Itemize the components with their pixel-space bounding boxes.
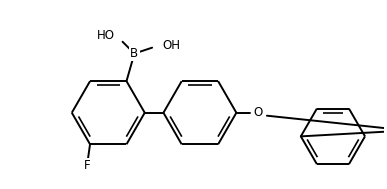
Text: B: B	[130, 47, 139, 60]
Text: HO: HO	[97, 29, 115, 42]
Text: F: F	[84, 160, 91, 173]
Text: O: O	[253, 106, 263, 119]
Text: OH: OH	[162, 39, 180, 52]
